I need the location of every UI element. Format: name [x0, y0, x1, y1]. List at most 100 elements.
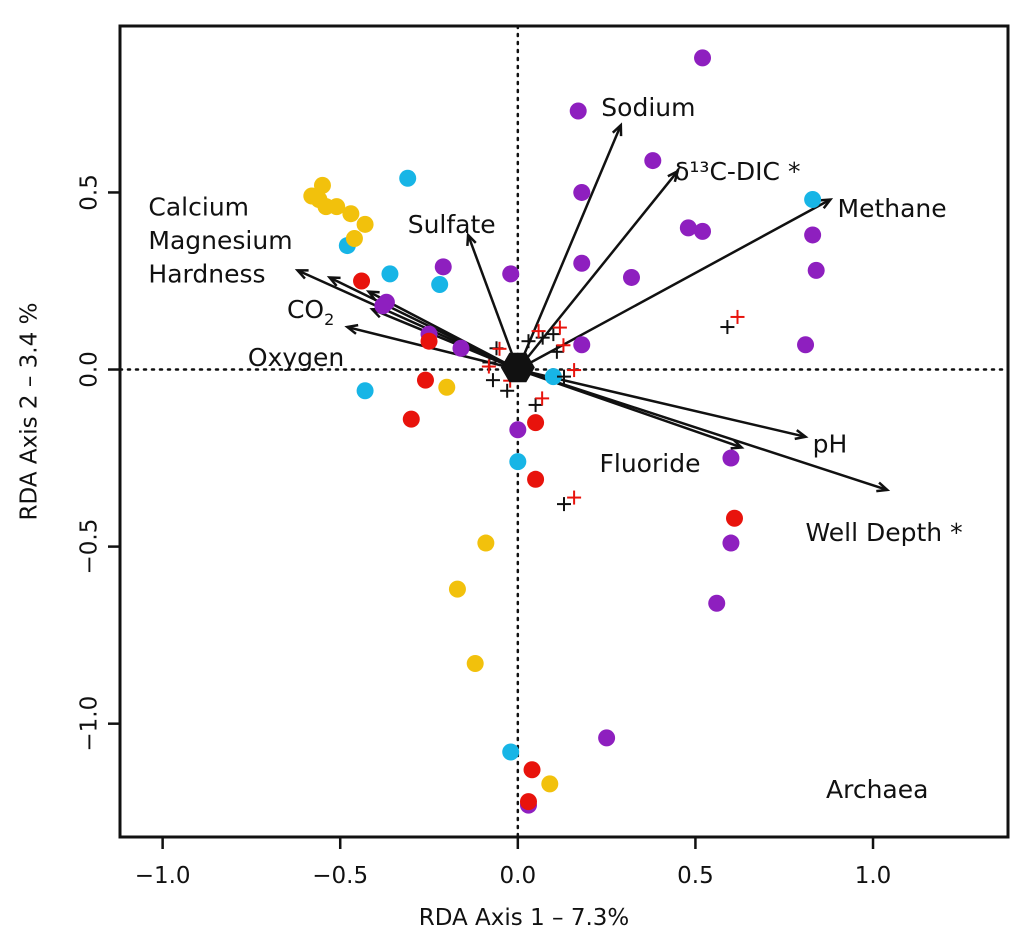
vector-arrowhead [876, 481, 891, 493]
vector-label: Calcium [148, 192, 249, 221]
vector-label: Well Depth * [806, 518, 963, 547]
site-point-purple [807, 261, 825, 279]
vector-line [466, 234, 519, 370]
site-points [303, 49, 825, 814]
site-point-purple [434, 258, 452, 276]
site-point-cyan [804, 191, 822, 209]
vector-arrowhead [819, 198, 834, 210]
site-point-cyan [356, 382, 374, 400]
site-point-purple [622, 268, 640, 286]
centroid-hexagon [500, 352, 535, 383]
site-point-purple [679, 219, 697, 237]
site-point-cyan [399, 169, 417, 187]
site-point-yellow [466, 654, 484, 672]
x-tick-label: −1.0 [135, 863, 191, 889]
site-point-purple [573, 336, 591, 354]
vector-label: Methane [838, 194, 947, 223]
site-point-cyan [431, 276, 449, 294]
vector-line [297, 269, 519, 371]
vector-label: δ¹³C-DIC * [674, 157, 800, 186]
vector-arrowhead [365, 290, 380, 302]
vector-arrowhead [794, 429, 809, 441]
site-point-red [402, 410, 420, 428]
site-point-red [416, 371, 434, 389]
site-point-purple [569, 102, 587, 120]
vector-arrowhead [667, 168, 680, 183]
site-point-red [519, 793, 537, 811]
site-point-red [527, 414, 545, 432]
site-point-yellow [345, 229, 363, 247]
vector-label: CO2 [287, 295, 334, 329]
site-point-purple [598, 729, 616, 747]
site-point-purple [573, 254, 591, 272]
vector-arrowhead [344, 323, 359, 335]
vector-label: Magnesium [148, 226, 292, 255]
panel-label: Archaea [826, 775, 928, 804]
vector-line [517, 368, 888, 492]
vector-arrowhead [730, 438, 745, 450]
y-tick-label: 0.5 [77, 174, 103, 211]
site-point-purple [644, 152, 662, 170]
site-point-cyan [509, 453, 527, 471]
x-tick-label: 1.0 [855, 863, 892, 889]
vector-labels: Sodium δ¹³C-DIC * Methane Sulfate Calcium Mag… [148, 93, 962, 547]
centroid-cluster [500, 352, 535, 383]
site-point-yellow [313, 176, 331, 194]
site-point-cyan [502, 743, 520, 761]
site-point-yellow [328, 198, 346, 216]
vector-arrowhead [466, 232, 477, 247]
site-point-cyan [544, 368, 562, 386]
site-point-purple [694, 222, 712, 240]
site-point-purple [502, 265, 520, 283]
site-point-red [725, 509, 743, 527]
vector-label: Sodium [601, 93, 695, 122]
site-point-red [527, 470, 545, 488]
vector-label: Oxygen [248, 343, 344, 372]
site-point-yellow [477, 534, 495, 552]
vector-arrowhead [294, 269, 309, 280]
site-point-purple [722, 449, 740, 467]
site-point-purple [452, 339, 470, 357]
site-point-purple [374, 297, 392, 315]
y-tick-label: −0.5 [77, 519, 103, 575]
site-point-red [523, 761, 541, 779]
plot-frame [118, 24, 1010, 839]
site-point-red [353, 272, 371, 290]
y-tick-label: −1.0 [77, 696, 103, 752]
vector-line [517, 368, 806, 439]
vector-line [371, 308, 519, 371]
site-point-purple [573, 183, 591, 201]
axes: −1.0 −0.5 0.0 0.5 1.0 −1.0 −0.5 0.0 0.5 [77, 174, 892, 889]
site-point-purple [708, 594, 726, 612]
species-points [481, 309, 745, 512]
vector-label: Hardness [148, 260, 265, 289]
site-point-red [420, 332, 438, 350]
x-tick-label: 0.0 [500, 863, 537, 889]
site-point-purple [804, 226, 822, 244]
vector-line [517, 198, 831, 371]
x-axis-label: RDA Axis 1 – 7.3% [419, 905, 630, 931]
reference-lines [118, 24, 1010, 839]
site-point-purple [694, 49, 712, 67]
x-tick-label: 0.5 [677, 863, 714, 889]
vector-line [516, 170, 679, 371]
x-tick-label: −0.5 [312, 863, 368, 889]
vector-arrowhead [326, 276, 341, 287]
site-point-yellow [438, 378, 456, 396]
site-point-yellow [342, 205, 360, 223]
site-point-yellow [356, 215, 374, 233]
vector-label: pH [813, 430, 848, 459]
site-point-yellow [541, 775, 559, 793]
site-point-purple [722, 534, 740, 552]
vector-line [516, 124, 622, 371]
site-point-cyan [381, 265, 399, 283]
vector-arrowhead [611, 122, 623, 137]
site-point-purple [797, 336, 815, 354]
site-point-purple [509, 421, 527, 439]
vector-label: Sulfate [408, 210, 496, 239]
y-tick-label: 0.0 [77, 351, 103, 388]
y-axis-label: RDA Axis 2 – 3.4 % [17, 303, 43, 521]
site-point-yellow [448, 580, 466, 598]
vector-label: Fluoride [600, 449, 701, 478]
